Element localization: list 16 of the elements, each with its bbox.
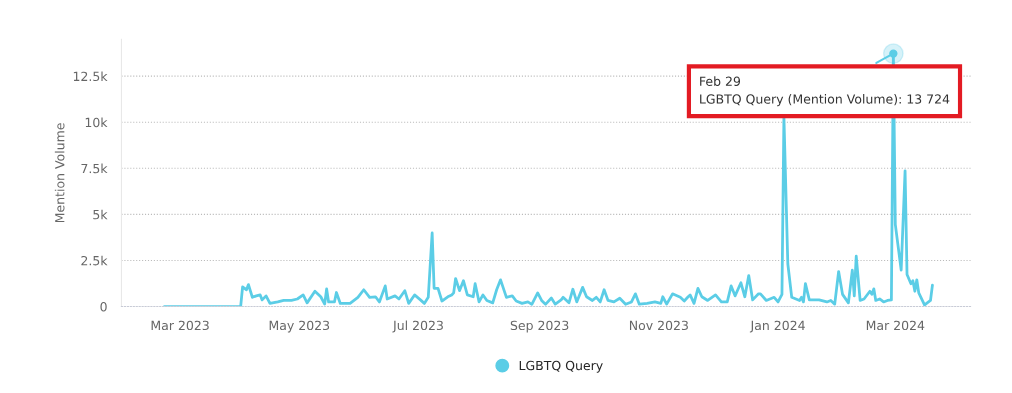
legend-label: LGBTQ Query <box>519 360 603 373</box>
x-tick-label: Nov 2023 <box>629 320 688 331</box>
y-tick-label: 0 <box>100 302 107 312</box>
y-tick-label: 10k <box>85 117 108 128</box>
y-tick-label: 5k <box>93 209 108 220</box>
y-tick-label: 12.5k <box>73 71 108 82</box>
x-tick-label: Sep 2023 <box>510 320 569 333</box>
y-axis-title: Mention Volume <box>54 123 65 223</box>
x-tick-label: Jan 2024 <box>749 320 805 333</box>
annotation: Feb 29 LGBTQ Query (Mention Volume): 13 724 <box>700 76 950 107</box>
x-tick-label: Mar 2024 <box>866 320 925 331</box>
x-tick-label: Mar 2023 <box>151 320 209 331</box>
x-tick-label: Jul 2023 <box>392 320 443 333</box>
x-tick-label: May 2023 <box>269 320 330 333</box>
y-tick-label: 2.5k <box>81 255 108 266</box>
y-tick-label: 7.5k <box>81 163 108 174</box>
